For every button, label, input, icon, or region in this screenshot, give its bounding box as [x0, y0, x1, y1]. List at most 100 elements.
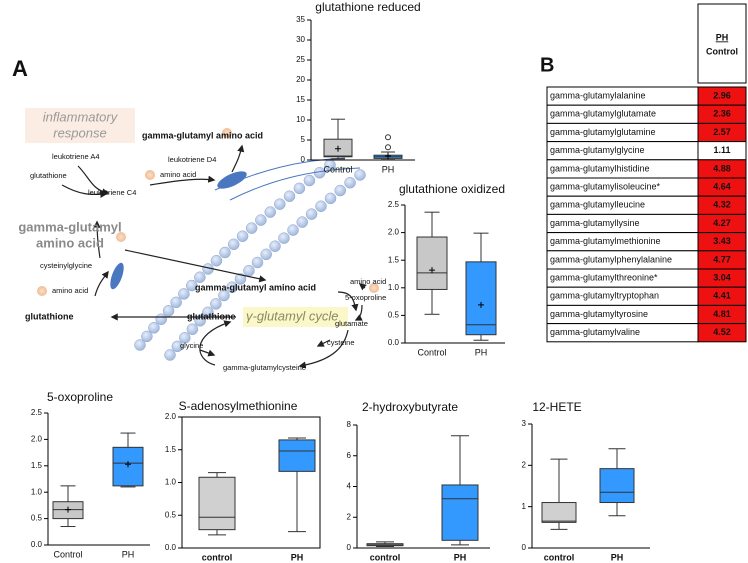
- box: [541, 502, 577, 523]
- label: glutathione: [187, 311, 236, 321]
- box: [416, 236, 448, 290]
- bead: [202, 306, 214, 319]
- x-tick-label: PH: [291, 552, 304, 562]
- bead: [134, 339, 146, 351]
- bead: [260, 248, 272, 261]
- row-value: 1.11: [713, 145, 730, 155]
- row-value: 4.27: [713, 218, 731, 228]
- row-value: 4.52: [713, 327, 731, 337]
- label: glutathione: [25, 311, 74, 321]
- bead: [293, 182, 306, 195]
- bead: [269, 240, 281, 252]
- y-tick-label: 20: [296, 75, 305, 84]
- header: Control: [706, 46, 738, 56]
- y-tick-label: 25: [296, 55, 305, 64]
- x-tick-label: Control: [417, 347, 446, 357]
- bead: [218, 289, 230, 302]
- y-tick-label: 2.0: [388, 228, 400, 237]
- row-name: gamma-glutamylalanine: [550, 90, 646, 100]
- outlier: [385, 134, 391, 141]
- bead: [315, 200, 327, 212]
- row-name: gamma-glutamylphenylalanine: [550, 254, 672, 264]
- y-tick-label: 0.5: [388, 311, 400, 320]
- y-tick-label: 2.5: [388, 200, 400, 209]
- y-tick-label: 0.0: [388, 338, 400, 347]
- bead: [303, 174, 316, 187]
- mean-marker: [65, 506, 71, 513]
- y-tick-label: 3: [522, 419, 527, 428]
- x-tick-label: control: [544, 552, 575, 562]
- label: amino acid: [36, 235, 104, 250]
- y-tick-label: 5: [301, 135, 306, 144]
- row-value: 3.43: [713, 236, 731, 246]
- bead: [194, 315, 206, 327]
- y-tick-label: 0: [347, 543, 352, 552]
- y-tick-label: 0: [522, 543, 527, 552]
- tail: [229, 167, 361, 201]
- row-name: gamma-glutamyllysine: [550, 218, 640, 228]
- label: response: [53, 125, 106, 140]
- chart-title: 5-oxoproline: [47, 390, 113, 404]
- box-chart: S-adenosylmethionine 0.0 0.5 1.0 1.5 2.0 contr…: [165, 399, 321, 562]
- y-tick-label: 30: [296, 35, 305, 44]
- y-tick-label: 0.5: [165, 510, 177, 519]
- bead: [171, 340, 184, 353]
- y-tick-label: 0.0: [165, 543, 177, 552]
- row-name: gamma-glutamylleucine: [550, 200, 645, 210]
- row-name: gamma-glutamyltyrosine: [550, 309, 648, 319]
- label: amino acid: [52, 286, 88, 295]
- row-name: gamma-glutamylisoleucine*: [550, 181, 661, 191]
- label: leukotriene D4: [168, 155, 216, 164]
- y-tick-label: 0.5: [31, 514, 43, 523]
- y-tick-label: 1.5: [165, 445, 177, 454]
- diagram-labels: inflammatory response gamma-glutamyl ami…: [18, 109, 386, 372]
- x-tick-label: PH: [454, 552, 467, 562]
- y-tick-label: 2: [522, 460, 527, 469]
- label: gamma-glutamylcysteine: [223, 363, 306, 372]
- y-tick-label: 35: [296, 15, 305, 24]
- mean-marker: [478, 301, 484, 308]
- y-tick-label: 4: [347, 482, 352, 491]
- mean-marker: [385, 153, 391, 159]
- x-tick-label: control: [202, 552, 233, 562]
- bead: [236, 230, 249, 242]
- label: glycine: [180, 341, 203, 350]
- y-tick-label: 2.0: [31, 435, 43, 444]
- bead: [194, 271, 206, 283]
- row-value: 3.04: [713, 272, 731, 282]
- label: gamma-glutamyl amino acid: [142, 130, 263, 140]
- bead: [251, 256, 264, 269]
- panel-label: A: [12, 56, 28, 81]
- box: [278, 439, 316, 472]
- bead: [164, 349, 176, 361]
- row-name: gamma-glutamylthreonine*: [550, 272, 658, 282]
- bead: [287, 224, 299, 236]
- y-tick-label: 2.5: [31, 408, 43, 417]
- enzymes: [37, 128, 379, 296]
- box-chart: 5-oxoproline 0.0 0.5 1.0 1.5 2.0 2.5 Control PH: [31, 390, 150, 559]
- charts: glutathione reduced05101520253035Control…: [31, 0, 650, 562]
- y-tick-label: 1.5: [31, 461, 43, 470]
- bead: [243, 264, 255, 277]
- bead: [186, 279, 198, 292]
- row-name: gamma-glutamylglutamate: [550, 109, 656, 119]
- row-value: 4.41: [713, 291, 731, 301]
- membrane: [134, 157, 366, 361]
- chart-title: S-adenosylmethionine: [179, 399, 298, 413]
- x-tick-label: control: [370, 552, 401, 562]
- box-chart: 2-hydroxybutyrate 0 2 4 6 8 control PH: [347, 400, 490, 562]
- row-value: 4.32: [713, 200, 731, 210]
- bead: [141, 330, 153, 343]
- bead: [354, 169, 366, 181]
- bead: [162, 305, 175, 317]
- bead: [264, 206, 276, 218]
- y-tick-label: 15: [296, 95, 305, 104]
- row-value: 2.57: [713, 127, 731, 137]
- x-tick-label: Control: [53, 549, 82, 559]
- label: gamma-glutamyl: [18, 219, 121, 234]
- mean-marker: [125, 461, 131, 468]
- label: glutathione: [30, 171, 67, 180]
- bead: [274, 198, 286, 210]
- bead: [344, 176, 356, 189]
